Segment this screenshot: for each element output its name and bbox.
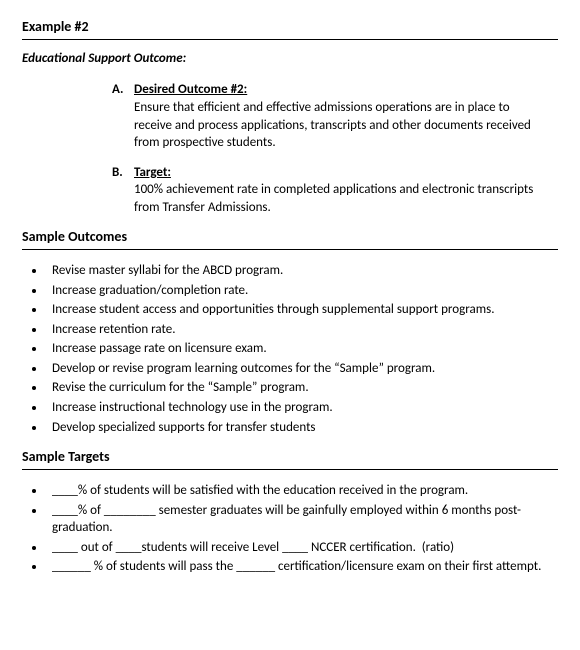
ordered-body: Desired Outcome #2: Ensure that efficien…: [134, 81, 558, 151]
list-item: Revise master syllabi for the ABCD progr…: [46, 262, 558, 280]
list-item: ____ out of ____students will receive Le…: [46, 539, 558, 557]
rule: [22, 469, 558, 470]
list-item: ____% of students will be satisfied with…: [46, 482, 558, 500]
list-item: Develop specialized supports for transfe…: [46, 419, 558, 437]
ordered-letter: B.: [112, 164, 134, 217]
sample-outcomes-heading: Sample Outcomes: [22, 228, 558, 247]
ordered-item: A. Desired Outcome #2: Ensure that effic…: [112, 81, 558, 151]
list-item: Increase student access and opportunitie…: [46, 301, 558, 319]
list-item: Increase instructional technology use in…: [46, 399, 558, 417]
rule: [22, 39, 558, 40]
ordered-body: Target: 100% achievement rate in complet…: [134, 164, 558, 217]
list-item: Increase passage rate on licensure exam.: [46, 340, 558, 358]
list-item: Increase retention rate.: [46, 321, 558, 339]
sample-targets-heading: Sample Targets: [22, 448, 558, 467]
ordered-heading: Desired Outcome #2:: [134, 82, 247, 97]
ordered-item: B. Target: 100% achievement rate in comp…: [112, 164, 558, 217]
list-item: Revise the curriculum for the “Sample” p…: [46, 379, 558, 397]
list-item: ____% of ________ semester graduates wil…: [46, 502, 558, 537]
list-item: Develop or revise program learning outco…: [46, 360, 558, 378]
ordered-text: 100% achievement rate in completed appli…: [134, 182, 533, 215]
list-item: ______ % of students will pass the _____…: [46, 558, 558, 576]
example-title: Example #2: [22, 18, 558, 37]
list-item: Increase graduation/completion rate.: [46, 282, 558, 300]
example-subtitle: Educational Support Outcome:: [22, 50, 558, 68]
sample-outcomes-list: Revise master syllabi for the ABCD progr…: [22, 262, 558, 436]
ordered-list: A. Desired Outcome #2: Ensure that effic…: [22, 81, 558, 216]
ordered-letter: A.: [112, 81, 134, 151]
ordered-heading: Target:: [134, 165, 171, 180]
rule: [22, 249, 558, 250]
ordered-text: Ensure that efficient and effective admi…: [134, 100, 531, 150]
sample-targets-list: ____% of students will be satisfied with…: [22, 482, 558, 576]
